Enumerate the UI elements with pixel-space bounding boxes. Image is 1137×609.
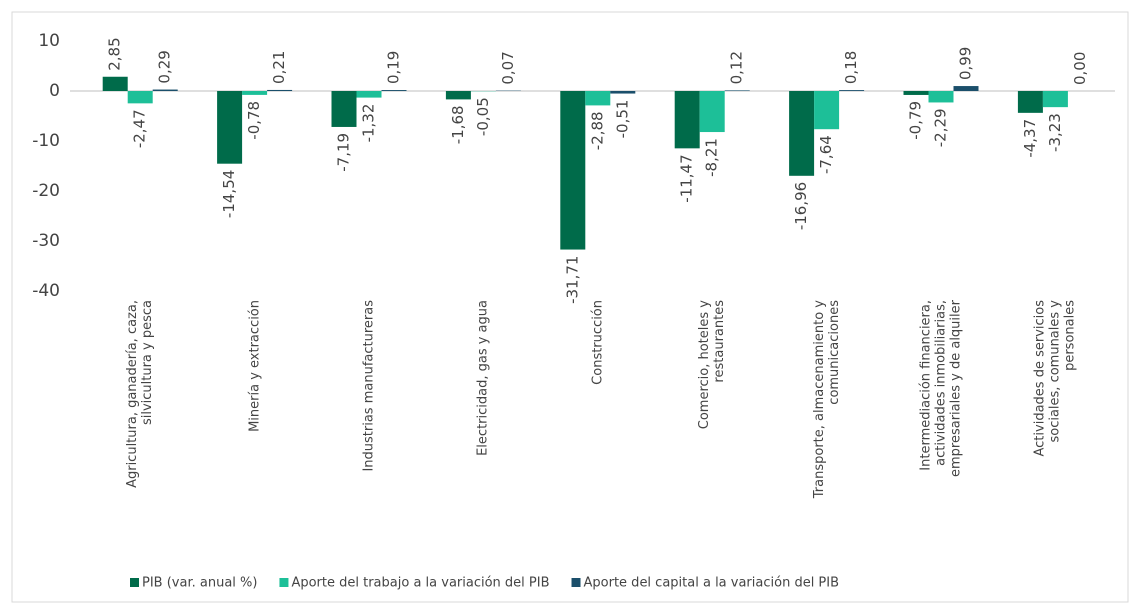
value-label: 0,12 <box>728 51 746 84</box>
y-tick-label: -40 <box>32 281 60 301</box>
value-label: -7,19 <box>335 133 353 172</box>
legend-label: Aporte del capital a la variación del PI… <box>584 576 840 591</box>
y-tick-label: 0 <box>49 81 60 101</box>
bar <box>331 91 357 127</box>
value-label: 0,07 <box>499 51 517 84</box>
bar <box>903 91 929 95</box>
bar <box>839 90 865 91</box>
y-tick-label: -20 <box>32 181 60 201</box>
x-tick-label: Transporte, almacenamiento y comunicacio… <box>811 300 842 499</box>
bar <box>814 91 840 130</box>
value-label: 0,00 <box>1071 52 1089 85</box>
value-label: -31,71 <box>563 256 581 304</box>
value-label: 0,29 <box>156 50 174 83</box>
bar <box>1017 91 1043 113</box>
y-tick-label: -10 <box>32 131 60 151</box>
bar <box>674 91 700 149</box>
bar <box>1042 91 1068 108</box>
value-label: 0,19 <box>385 51 403 84</box>
value-label: -2,88 <box>588 111 606 150</box>
value-label: -14,54 <box>220 170 238 218</box>
legend-swatch <box>130 578 139 587</box>
bar <box>267 89 293 91</box>
x-tick-label: Intermediación financiera, actividades i… <box>918 300 964 477</box>
legend-label: PIB (var. anual %) <box>142 576 257 591</box>
value-label: -0,05 <box>474 97 492 136</box>
bar <box>445 91 471 100</box>
value-label: -11,47 <box>678 154 696 202</box>
legend-swatch <box>279 578 289 587</box>
value-label: -7,64 <box>817 135 835 174</box>
bar <box>242 91 268 95</box>
chart-frame <box>11 11 1129 603</box>
bar <box>356 91 382 98</box>
legend-label: Aporte del trabajo a la variación del PI… <box>291 576 549 591</box>
value-label: 0,18 <box>842 51 860 84</box>
value-label: -8,21 <box>703 138 721 177</box>
bar <box>102 76 128 91</box>
bar <box>699 91 725 133</box>
bar <box>217 91 243 164</box>
bar <box>610 91 636 94</box>
bar <box>928 91 954 103</box>
x-tick-label: Electricidad, gas y agua <box>475 300 491 456</box>
x-tick-label: Comercio, hoteles y restaurantes <box>697 300 728 430</box>
x-tick-label: Agricultura, ganadería, caza, silvicultu… <box>125 300 156 488</box>
y-tick-label: -30 <box>32 231 60 251</box>
value-label: -0,79 <box>907 101 925 140</box>
value-label: 2,85 <box>106 37 124 70</box>
value-label: -2,47 <box>131 109 149 148</box>
legend-swatch <box>571 578 581 587</box>
bar <box>789 91 815 176</box>
value-label: -1,32 <box>360 104 378 143</box>
value-label: -0,78 <box>245 101 263 140</box>
x-tick-label: Minería y extracción <box>247 300 263 432</box>
x-tick-label: Actividades de servicios sociales, comun… <box>1032 300 1078 457</box>
x-tick-label: Construcción <box>590 300 606 385</box>
value-label: -3,23 <box>1046 113 1064 152</box>
bar <box>724 90 750 91</box>
value-label: 0,21 <box>270 51 288 84</box>
y-tick-label: 10 <box>38 31 60 51</box>
bar <box>152 89 178 91</box>
value-label: -16,96 <box>792 182 810 230</box>
bar <box>560 91 586 250</box>
value-label: -1,68 <box>449 105 467 144</box>
bar <box>127 91 153 104</box>
value-label: 0,99 <box>957 47 975 80</box>
bar <box>381 90 407 91</box>
value-label: -2,29 <box>932 108 950 147</box>
value-label: -0,51 <box>613 100 631 139</box>
x-tick-label: Industrias manufactureras <box>361 300 377 472</box>
bar <box>953 86 979 91</box>
bar <box>585 91 611 106</box>
value-label: -4,37 <box>1021 119 1039 158</box>
